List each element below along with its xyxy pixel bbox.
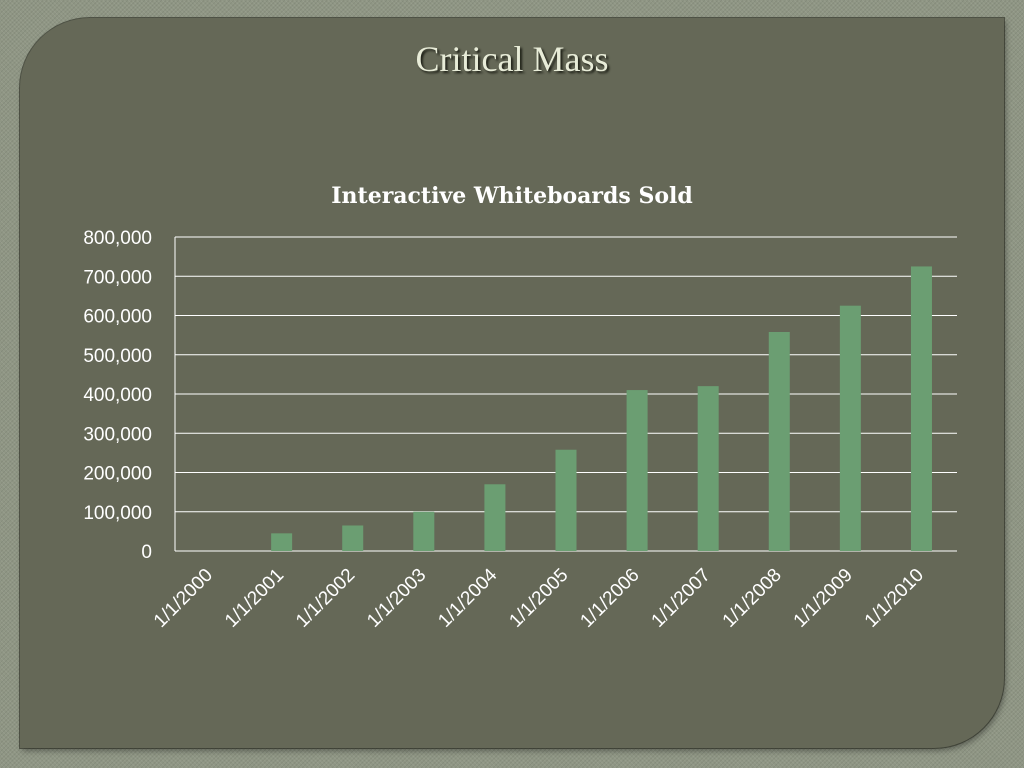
x-tick-label: 1/1/2000 [150, 565, 217, 632]
y-tick-label: 400,000 [83, 385, 152, 406]
x-tick-label: 1/1/2009 [790, 565, 857, 632]
x-tick-label: 1/1/2001 [221, 565, 288, 632]
y-tick-label: 100,000 [83, 503, 152, 524]
bar [413, 511, 435, 551]
bar [768, 331, 790, 551]
x-tick-label: 1/1/2004 [434, 564, 501, 631]
x-tick-label: 1/1/2002 [292, 565, 359, 632]
bar [626, 390, 648, 551]
x-axis-ticks: 1/1/2000 1/1/2001 1/1/2002 1/1/2003 1/1/2004… [150, 564, 928, 631]
y-tick-label: 500,000 [83, 346, 152, 367]
x-tick-label: 1/1/2003 [363, 565, 430, 632]
y-tick-label: 600,000 [83, 307, 152, 328]
bar [555, 449, 577, 551]
bar [697, 386, 719, 551]
bar [839, 305, 861, 551]
slide-title: Critical Mass [415, 39, 609, 79]
bars [271, 266, 932, 551]
x-tick-label: 1/1/2005 [505, 565, 572, 632]
y-tick-label: 800,000 [83, 228, 152, 249]
bar [342, 525, 364, 551]
x-tick-label: 1/1/2008 [719, 565, 786, 632]
y-tick-label: 700,000 [83, 267, 152, 288]
bar [271, 533, 293, 551]
x-tick-label: 1/1/2007 [648, 565, 715, 632]
y-tick-label: 200,000 [83, 464, 152, 485]
y-tick-label: 0 [141, 542, 152, 563]
bar [910, 266, 932, 551]
y-tick-label: 300,000 [83, 424, 152, 445]
bar [484, 484, 506, 551]
x-tick-label: 1/1/2006 [576, 565, 643, 632]
y-axis-ticks: 0 100,000 200,000 300,000 400,000 500,000 600,… [83, 228, 152, 563]
x-tick-label: 1/1/2010 [861, 565, 928, 632]
chart-title: Interactive Whiteboards Sold [331, 183, 693, 209]
